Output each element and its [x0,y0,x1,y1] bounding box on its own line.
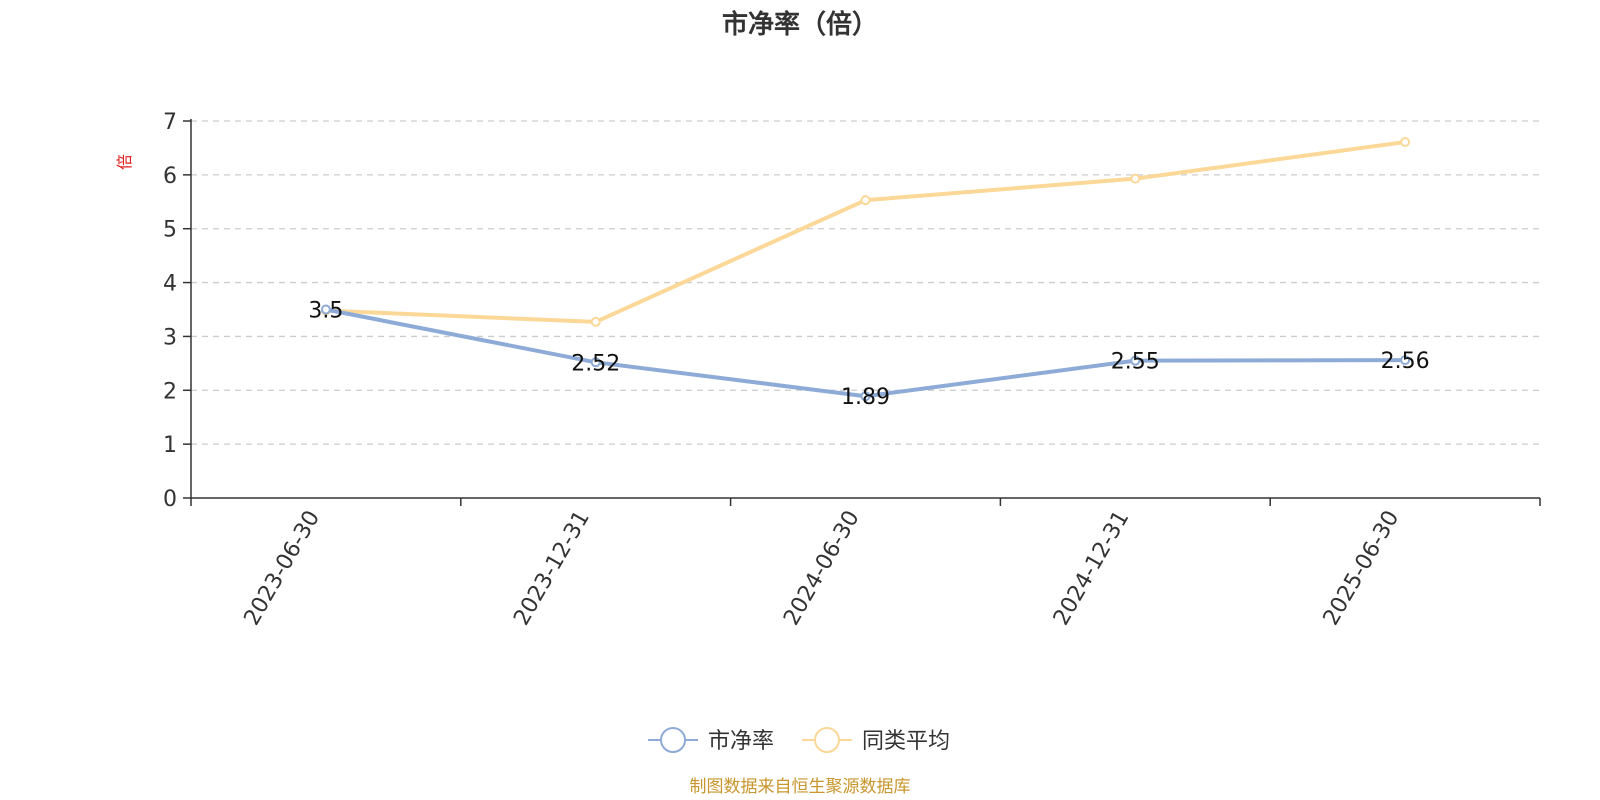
legend-marker [814,727,840,753]
data-label: 3.5 [308,299,343,324]
legend[interactable]: 市净率 同类平均 [648,727,950,754]
data-point [1400,355,1411,366]
data-point [860,391,871,402]
y-tick-label: 1 [163,433,177,458]
x-tick-labels: 2023-06-30 2023-12-31 2024-06-30 2024-12-31… [240,507,1405,630]
data-label: 2.56 [1381,349,1430,374]
series-line-0 [325,307,1406,399]
data-labels: 3.5 2.52 1.89 2.55 2.56 [308,299,1429,411]
x-tick-label: 2024-06-30 [779,507,865,630]
data-label: 2.55 [1111,350,1160,375]
y-tick-label: 4 [163,272,177,297]
legend-item[interactable]: 同类平均 [802,727,950,754]
y-tick-labels: 0 1 2 3 4 5 6 7 [163,110,177,512]
source-note: 制图数据来自恒生聚源数据库 [690,777,911,797]
grid-lines [191,120,1540,445]
legend-label: 市净率 [708,729,774,754]
data-point [320,304,331,315]
legend-label: 同类平均 [862,729,950,754]
data-point [860,195,871,206]
y-tick-label: 6 [163,164,177,189]
series-line-1 [325,140,1406,324]
axes [183,119,1541,506]
data-point [590,316,601,327]
legend-marker [660,727,686,753]
y-axis-label: 倍 [115,154,134,170]
data-label: 2.52 [571,351,620,376]
data-point [590,357,601,368]
y-tick-label: 0 [163,487,177,512]
x-tick-label: 2025-06-30 [1319,507,1405,630]
legend-item[interactable]: 市净率 [648,727,774,754]
y-tick-label: 5 [163,218,177,243]
data-point [1130,355,1141,366]
x-tick-label: 2024-12-31 [1049,507,1135,630]
chart-title: 市净率（倍） [722,9,878,40]
x-tick-label: 2023-06-30 [240,507,326,630]
y-tick-label: 2 [163,379,177,404]
y-tick-label: 7 [163,110,177,135]
y-tick-label: 3 [163,325,177,350]
data-label: 1.89 [841,385,890,410]
series-layer [320,137,1411,402]
data-point [1130,173,1141,184]
x-tick-label: 2023-12-31 [509,507,595,630]
data-point [1400,137,1411,148]
